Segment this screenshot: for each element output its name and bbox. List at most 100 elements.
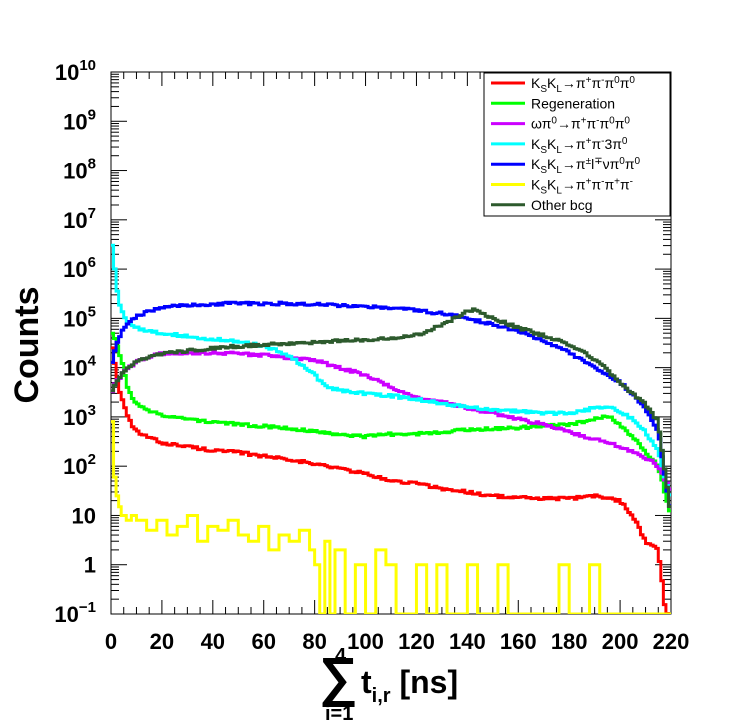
y-tick-label: 10−1	[54, 599, 96, 627]
legend-label-part: 3π	[604, 136, 622, 152]
legend-label-part: +	[586, 177, 592, 188]
legend-label: ωπ0→π+π-π0π0	[531, 116, 630, 132]
legend-label-part: 0	[635, 156, 641, 167]
y-tick-base: 10	[63, 306, 87, 331]
legend-label-part: π	[620, 75, 630, 91]
y-tick-exponent: 4	[88, 353, 97, 370]
series-line	[111, 331, 671, 513]
legend: KSKL→π+π-π0π0Regenerationωπ0→π+π-π0π0KSK…	[483, 72, 671, 217]
series-line	[111, 243, 671, 497]
legend-label-part: 0	[551, 116, 557, 127]
y-tick-base: 10	[63, 454, 87, 479]
y-tick-base: 10	[63, 257, 87, 282]
legend-label-part: ∓	[594, 156, 602, 167]
legend-label-part: →π	[562, 136, 586, 152]
x-tick-label: 220	[653, 629, 690, 654]
x-axis-title: ∑ 4 i=1 ti,r [ns]	[319, 645, 458, 722]
y-tick-exponent: −1	[79, 599, 96, 616]
legend-label-part: -	[601, 136, 604, 147]
legend-label-part: π	[591, 136, 601, 152]
legend-label-part: S	[540, 145, 547, 156]
series-layer	[111, 243, 671, 614]
x-tick-label: 20	[150, 629, 174, 654]
x-tick-label: 80	[302, 629, 326, 654]
y-tick-label: 10	[72, 503, 96, 528]
legend-label-part: K	[547, 75, 557, 91]
y-tick-exponent: 9	[88, 106, 96, 123]
y-tick-exponent: 6	[88, 254, 96, 271]
y-tick-label: 102	[63, 451, 96, 479]
legend-label-part: -	[601, 177, 604, 188]
x-tick-label: 160	[500, 629, 537, 654]
y-tick-label: 1010	[55, 57, 96, 85]
y-tick-exponent: 3	[88, 402, 96, 419]
y-tick-label: 105	[63, 303, 96, 331]
legend-label-part: -	[596, 116, 599, 127]
legend-label-part: νπ	[603, 156, 620, 172]
legend-label-part: K	[531, 75, 541, 91]
legend-label-part: ωπ	[531, 116, 552, 132]
legend-label: KSKL→π+π-π0π0	[531, 75, 635, 95]
y-tick-base: 10	[63, 356, 87, 381]
legend-label-part: π	[586, 116, 596, 132]
legend-label-part: K	[531, 156, 541, 172]
y-tick-base: 10	[63, 208, 87, 233]
y-axis-title: Counts	[8, 286, 46, 403]
legend-label-part: S	[540, 186, 547, 197]
y-tick-label: 103	[63, 402, 96, 430]
legend-label-part: +	[614, 177, 620, 188]
x-axis-title-lower-limit: i=1	[325, 703, 353, 722]
series-line	[111, 307, 671, 509]
x-tick-label: 0	[105, 629, 117, 654]
y-tick-label: 108	[63, 156, 96, 184]
legend-label: Other bcg	[531, 197, 592, 213]
x-tick-label: 100	[347, 629, 384, 654]
series-line	[111, 350, 671, 491]
y-tick-exponent: 8	[88, 156, 96, 173]
legend-label-part: Regeneration	[531, 95, 615, 111]
legend-label-part: K	[547, 136, 557, 152]
y-tick-base: 10	[63, 159, 87, 184]
legend-label-part: L	[556, 165, 562, 176]
legend-label-part: S	[540, 84, 547, 95]
series-line	[111, 346, 671, 614]
series-line	[111, 420, 671, 614]
x-tick-labels: 0 20 40 60 80 100 120 140 160 180 200 220	[105, 629, 689, 654]
y-tick-exponent: 5	[88, 303, 96, 320]
x-axis-title-subscript: i,r	[372, 685, 391, 707]
legend-label-part: +	[581, 116, 587, 127]
legend-label-part: -	[630, 177, 633, 188]
legend-label-part: L	[556, 145, 562, 156]
legend-label-part: π	[591, 75, 601, 91]
y-tick-label: 1	[84, 553, 96, 578]
legend-label-part: 0	[609, 116, 615, 127]
legend-label-part: L	[556, 186, 562, 197]
x-tick-label: 120	[398, 629, 435, 654]
legend-label-part: K	[531, 177, 541, 193]
legend-label-part: →π	[562, 156, 586, 172]
legend-label-part: π	[591, 177, 601, 193]
y-tick-label: 107	[63, 205, 96, 233]
legend-label-part: π	[600, 116, 610, 132]
x-axis-title-main: ti,r [ns]	[361, 664, 458, 707]
legend-label-part: K	[531, 136, 541, 152]
x-tick-label: 200	[602, 629, 639, 654]
y-tick-label: 104	[63, 353, 96, 381]
y-tick-base: 10	[55, 60, 79, 85]
y-tick-exponent: 2	[88, 451, 96, 468]
legend-label-part: S	[540, 165, 547, 176]
y-tick-label: 109	[63, 106, 96, 134]
legend-label-part: -	[601, 75, 604, 86]
y-tick-base: 10	[63, 405, 87, 430]
y-tick-base: 10	[54, 602, 78, 627]
legend-label-part: 0	[624, 116, 630, 127]
legend-label-part: ±	[586, 156, 592, 167]
legend-label: KSKL→π+π-3π0	[531, 136, 628, 156]
x-tick-label: 140	[449, 629, 486, 654]
legend-label-part: π	[620, 177, 630, 193]
legend-box	[483, 72, 671, 217]
legend-label-part: →π	[562, 75, 586, 91]
legend-label: Regeneration	[531, 95, 615, 111]
y-tick-exponent: 7	[88, 205, 96, 222]
